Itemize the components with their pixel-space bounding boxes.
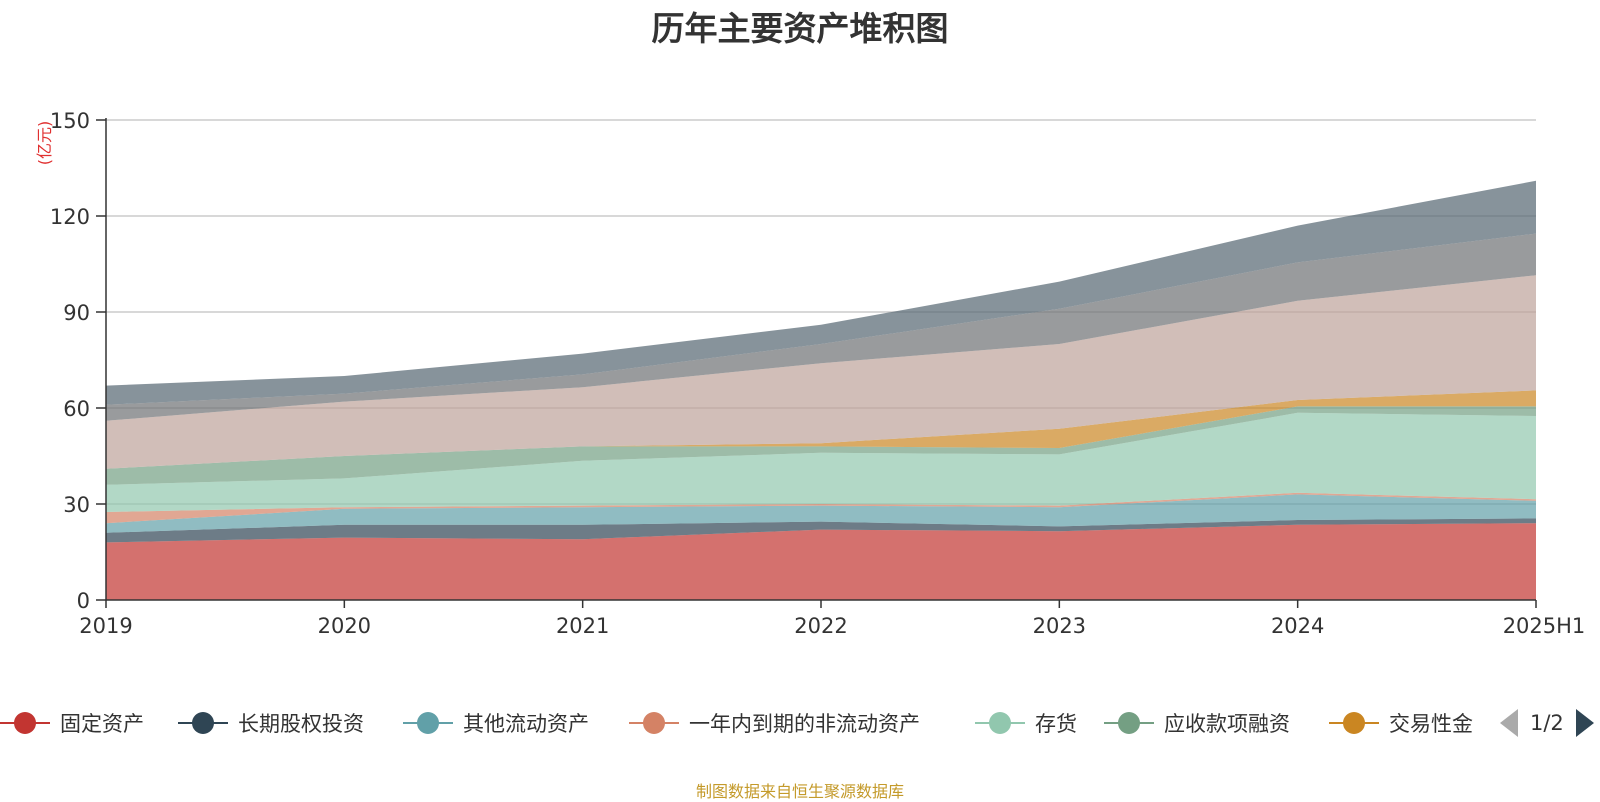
x-tick-label: 2020: [318, 614, 371, 638]
legend-next-page-icon[interactable]: [1575, 709, 1594, 737]
y-tick-label: 120: [50, 205, 90, 229]
legend-marker-icon: [403, 705, 453, 741]
area-series-8: [106, 275, 1536, 469]
x-tick-label: 2022: [794, 614, 847, 638]
area-series-7: [106, 390, 1536, 469]
legend-marker-icon: [178, 705, 228, 741]
legend-marker-icon: [1104, 705, 1154, 741]
legend-marker-icon: [0, 705, 50, 741]
legend-label: 长期股权投资: [238, 712, 364, 736]
legend-marker-icon: [975, 705, 1025, 741]
legend-item[interactable]: 一年内到期的非流动资产: [629, 705, 920, 741]
source-note: 制图数据来自恒生聚源数据库: [695, 782, 904, 801]
legend-prev-page-icon[interactable]: [1500, 709, 1518, 737]
area-series-3: [106, 494, 1536, 533]
legend-item[interactable]: 长期股权投资: [178, 705, 364, 741]
area-series-10: [106, 180, 1536, 405]
y-tick-label: 30: [63, 493, 90, 517]
legend-label: 其他流动资产: [463, 712, 589, 736]
legend-label: 存货: [1035, 712, 1077, 736]
legend-page-indicator: 1/2: [1530, 711, 1564, 735]
legend-marker-icon: [1329, 705, 1379, 741]
legend-item[interactable]: 存货: [975, 705, 1077, 741]
legend-item[interactable]: 应收款项融资: [1104, 705, 1290, 741]
y-tick-label: 0: [77, 589, 90, 613]
legend-item[interactable]: 固定资产: [0, 705, 144, 741]
area-series-2: [106, 518, 1536, 543]
y-tick-label: 150: [50, 109, 90, 133]
y-axis-unit-label: (亿元): [35, 121, 54, 166]
area-series: [106, 180, 1536, 600]
x-tick-label: 2021: [556, 614, 609, 638]
legend-label: 交易性金: [1389, 712, 1473, 736]
legend-item[interactable]: 交易性金: [1329, 705, 1473, 741]
chart-legend: 固定资产 长期股权投资 其他流动资产 一年内到期的非流动资产 存货 应收款项融资 交易性金: [0, 705, 1600, 741]
stacked-area-chart: 0 30 60 90 120 150 2019 2020 2021 2022 2023 2024 202…: [35, 109, 1585, 638]
x-tick-label: 2024: [1271, 614, 1324, 638]
legend-item[interactable]: 其他流动资产: [403, 705, 589, 741]
axes: 0 30 60 90 120 150 2019 2020 2021 2022 2023 2024 202…: [50, 109, 1585, 638]
legend-label: 固定资产: [60, 712, 144, 736]
y-tick-label: 60: [63, 397, 90, 421]
area-series-4: [106, 492, 1536, 524]
legend-label: 应收款项融资: [1164, 712, 1290, 736]
area-series-5: [106, 412, 1536, 512]
y-tick-label: 90: [63, 301, 90, 325]
legend-marker-icon: [629, 705, 679, 741]
chart-title: 历年主要资产堆积图: [651, 9, 949, 48]
x-tick-label: 2019: [79, 614, 132, 638]
area-series-6: [106, 406, 1536, 485]
legend-label: 一年内到期的非流动资产: [689, 712, 920, 736]
legend-pager: 1/2: [1500, 705, 1594, 741]
x-tick-label: 2023: [1033, 614, 1086, 638]
x-tick-label: 2025H1: [1503, 614, 1586, 638]
area-series-1: [106, 523, 1536, 600]
area-series-9: [106, 233, 1536, 421]
